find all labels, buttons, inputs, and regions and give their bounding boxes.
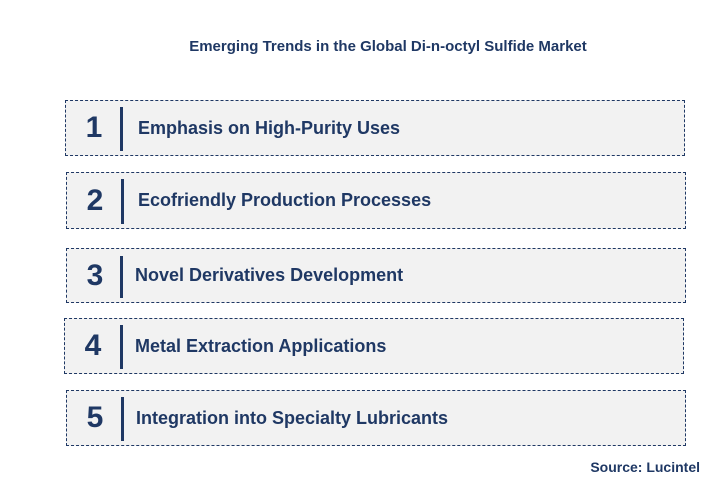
trend-divider-3 xyxy=(120,256,123,298)
trend-box-3: 3 Novel Derivatives Development xyxy=(66,248,686,303)
trend-box-1: 1 Emphasis on High-Purity Uses xyxy=(65,100,685,156)
trend-divider-4 xyxy=(120,325,123,369)
trend-number-4: 4 xyxy=(84,329,102,362)
trend-box-4: 4 Metal Extraction Applications xyxy=(64,318,684,374)
trend-label-3: Novel Derivatives Development xyxy=(135,265,404,285)
trend-label-4: Metal Extraction Applications xyxy=(135,335,387,356)
trend-number-3: 3 xyxy=(86,258,104,292)
diagram-title: Emerging Trends in the Global Di-n-octyl… xyxy=(189,38,587,55)
trend-number-5: 5 xyxy=(86,401,104,434)
trend-divider-5 xyxy=(121,397,124,441)
trend-number-1: 1 xyxy=(85,111,103,144)
trend-box-5: 5 Integration into Specialty Lubricants xyxy=(66,390,686,446)
trend-divider-2 xyxy=(121,179,124,224)
trend-number-2: 2 xyxy=(86,183,104,217)
trend-box-2: 2 Ecofriendly Production Processes xyxy=(66,172,686,229)
source-note: Source: Lucintel xyxy=(590,459,700,475)
trend-label-2: Ecofriendly Production Processes xyxy=(138,190,432,210)
trend-label-5: Integration into Specialty Lubricants xyxy=(136,407,449,428)
trend-divider-1 xyxy=(120,107,123,151)
trend-label-1: Emphasis on High-Purity Uses xyxy=(138,117,401,138)
